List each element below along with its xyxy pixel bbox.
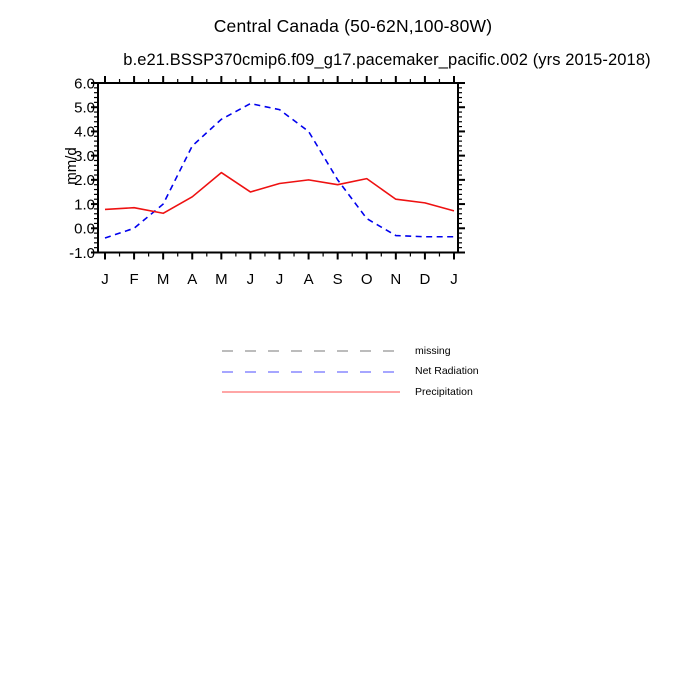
plot-frame	[97, 82, 459, 254]
x-tick-label: O	[361, 271, 373, 288]
y-tick-label: 5.0	[74, 100, 95, 117]
x-tick-label: S	[333, 271, 343, 288]
y-tick-label: 4.0	[74, 124, 95, 141]
x-tick-label: M	[157, 271, 170, 288]
y-tick-label: 2.0	[74, 172, 95, 189]
y-tick-label: 3.0	[74, 148, 95, 165]
x-tick-label: M	[215, 271, 228, 288]
chart-subtitle: b.e21.BSSP370cmip6.f09_g17.pacemaker_pac…	[123, 51, 651, 69]
y-tick-label: -1.0	[69, 245, 95, 262]
legend-item-label: Precipitation	[415, 385, 473, 398]
x-tick-label: N	[390, 271, 401, 288]
y-tick-label: 0.0	[74, 221, 95, 238]
legend-line-sample	[222, 350, 400, 353]
legend: missing Net Radiation Precipitation	[222, 341, 479, 403]
series-line-net-radiation	[104, 102, 454, 239]
legend-item-label: missing	[415, 344, 451, 357]
x-tick-label: F	[129, 271, 138, 288]
legend-item-label: Net Radiation	[415, 365, 479, 378]
legend-item-missing: missing	[222, 341, 479, 362]
x-tick-label: J	[276, 271, 284, 288]
legend-line-sample	[222, 370, 400, 373]
x-tick-label: J	[247, 271, 255, 288]
y-tick-label: 6.0	[74, 75, 95, 92]
legend-item-net-radiation: Net Radiation	[222, 362, 479, 383]
series-line-precipitation	[104, 171, 455, 215]
legend-line-sample	[222, 391, 400, 394]
x-tick-label: A	[187, 271, 197, 288]
chart-plot-area: -1.00.01.02.03.04.05.06.0J F M A M J J A S O N D Jmm…	[63, 75, 465, 288]
x-tick-label: J	[101, 271, 109, 288]
x-tick-label: A	[304, 271, 314, 288]
y-axis-label: mm/d	[63, 147, 80, 185]
x-tick-label: J	[450, 271, 458, 288]
chart-title: Central Canada (50-62N,100-80W)	[213, 16, 493, 36]
legend-item-precipitation: Precipitation	[222, 382, 479, 403]
y-tick-label: 1.0	[74, 196, 95, 213]
x-tick-label: D	[419, 271, 430, 288]
